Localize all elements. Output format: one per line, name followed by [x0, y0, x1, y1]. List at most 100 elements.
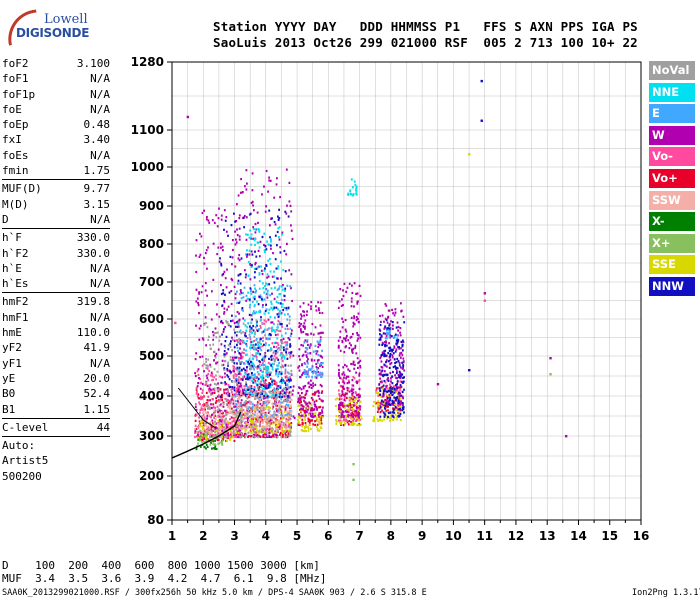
echo-point: [298, 413, 300, 416]
echo-point: [250, 288, 252, 291]
echo-point: [396, 377, 398, 380]
echo-point: [276, 404, 278, 407]
echo-point: [198, 416, 200, 419]
echo-point: [264, 285, 266, 288]
echo-point: [379, 377, 381, 380]
echo-point: [237, 279, 240, 282]
echo-point: [224, 419, 226, 422]
echo-point: [383, 412, 386, 415]
echo-point: [299, 386, 301, 390]
echo-point: [347, 403, 350, 406]
echo-point: [252, 290, 254, 293]
echo-point: [385, 409, 388, 413]
echo-point: [261, 235, 264, 239]
echo-point: [233, 366, 236, 369]
echo-point: [268, 338, 271, 341]
echo-point: [285, 419, 288, 422]
echo-point: [279, 323, 282, 326]
echo-point: [256, 211, 259, 214]
echo-point: [245, 233, 247, 236]
echo-point: [379, 338, 382, 341]
echo-point: [344, 394, 346, 397]
echo-point: [195, 408, 198, 411]
echo-point: [403, 321, 406, 324]
echo-point: [381, 343, 384, 347]
echo-point: [252, 431, 255, 434]
footer-version: Ion2Png 1.3.17: [632, 588, 700, 598]
echo-point: [397, 373, 400, 376]
echo-point: [231, 314, 233, 317]
echo-point: [319, 363, 321, 366]
echo-point: [238, 338, 241, 341]
echo-point: [262, 409, 265, 412]
echo-point: [277, 387, 279, 390]
echo-point: [239, 362, 242, 365]
echo-point: [315, 405, 318, 409]
echo-point: [258, 366, 260, 369]
param-row-mufd: MUF(D) 9.77: [2, 181, 110, 196]
echo-point: [208, 390, 211, 393]
echo-point: [206, 431, 209, 434]
echo-point: [261, 299, 264, 302]
echo-point: [260, 319, 263, 322]
echo-point: [254, 231, 257, 234]
echo-point: [257, 346, 260, 350]
echo-point: [398, 391, 401, 394]
echo-point: [338, 389, 340, 392]
echo-point: [298, 402, 301, 405]
echo-point: [231, 263, 233, 266]
echo-point: [314, 344, 317, 347]
echo-point: [389, 371, 392, 375]
echo-point: [357, 396, 360, 399]
echo-point: [287, 215, 290, 218]
echo-point: [247, 416, 249, 420]
echo-point: [281, 364, 284, 367]
echo-point: [275, 306, 278, 309]
echo-point: [303, 372, 306, 375]
y-tick-label: 80: [147, 513, 164, 527]
echo-point: [246, 409, 249, 412]
echo-point: [275, 436, 278, 439]
echo-point: [310, 379, 312, 382]
echo-point: [289, 415, 291, 418]
echo-point: [350, 178, 353, 181]
echo-point: [343, 382, 346, 385]
echo-point: [242, 309, 244, 312]
echo-point: [216, 370, 219, 373]
echo-point: [245, 383, 248, 386]
echo-point: [397, 399, 400, 402]
echo-point: [201, 383, 204, 386]
echo-point: [285, 212, 288, 215]
echo-point: [223, 270, 226, 273]
echo-point: [272, 357, 275, 360]
echo-point: [275, 345, 278, 349]
echo-point: [279, 392, 282, 395]
echo-point: [386, 378, 389, 381]
echo-point: [256, 241, 259, 244]
echo-point: [395, 366, 398, 369]
echo-point: [261, 298, 263, 301]
echo-point: [242, 322, 245, 325]
echo-point: [258, 428, 261, 431]
echo-point: [237, 282, 239, 285]
echo-point: [401, 343, 404, 346]
echo-point: [219, 242, 222, 245]
echo-point: [201, 285, 204, 288]
echo-point: [236, 368, 238, 371]
echo-point: [223, 392, 226, 395]
echo-point: [345, 410, 348, 413]
echo-point: [225, 403, 228, 406]
echo-point: [217, 431, 220, 435]
echo-point: [341, 392, 344, 395]
echo-point: [358, 394, 361, 398]
echo-point: [216, 395, 219, 398]
echo-point: [237, 371, 240, 374]
echo-point: [237, 341, 239, 344]
echo-point: [290, 399, 293, 402]
echo-point: [235, 414, 238, 417]
echo-point: [384, 404, 387, 407]
echo-point: [205, 436, 207, 439]
echo-point: [218, 433, 221, 436]
echo-point: [245, 381, 247, 384]
echo-point: [338, 407, 340, 410]
